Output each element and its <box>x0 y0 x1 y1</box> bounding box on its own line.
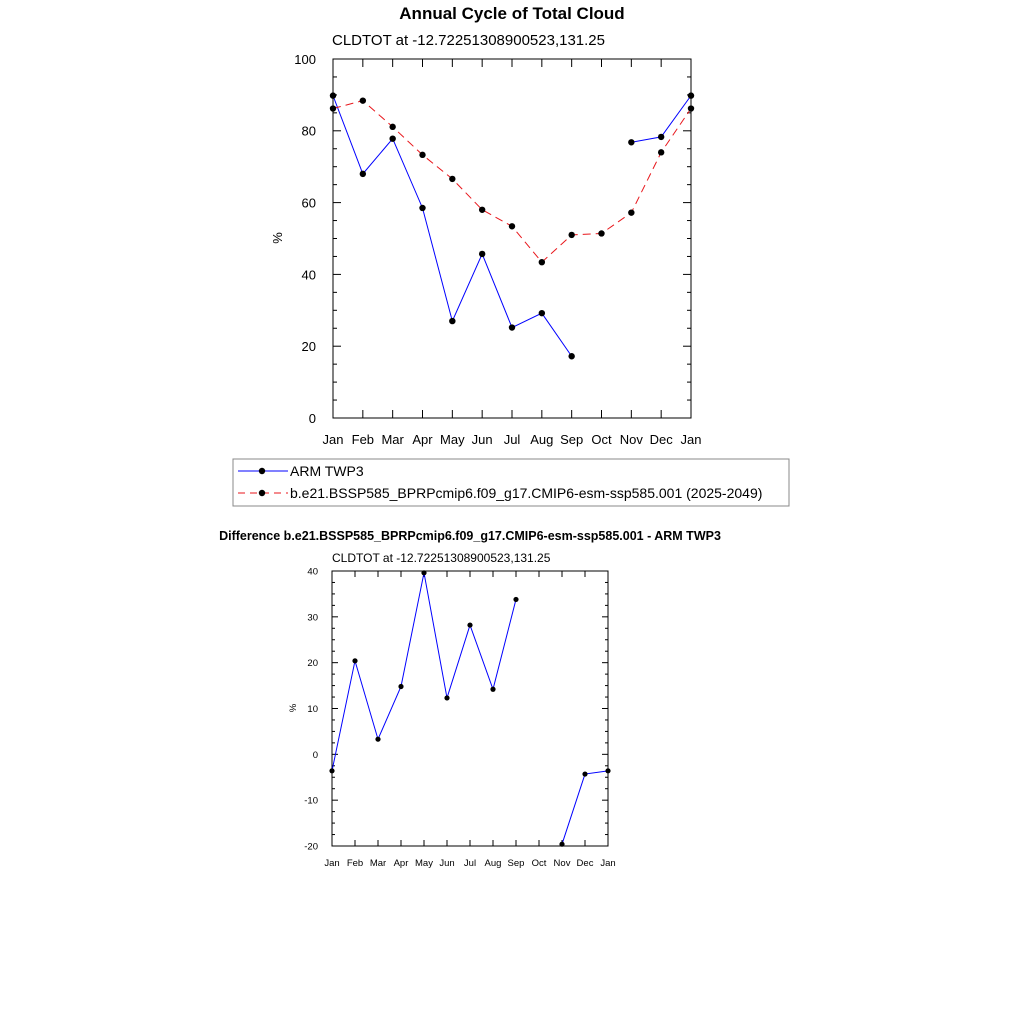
chart1-series-1-point <box>359 97 367 104</box>
chart2-ytick-label: 30 <box>307 612 318 623</box>
chart1-series-1-point <box>687 105 695 112</box>
chart2-xtick-label: Jul <box>464 858 476 869</box>
chart1-series-0-point <box>628 139 635 146</box>
chart1-ytick-label: 40 <box>302 267 316 282</box>
chart2-xtick-label: Mar <box>370 858 386 869</box>
chart2-ytick-label: 20 <box>307 658 318 669</box>
chart2-xtick-label: Oct <box>532 858 547 869</box>
chart1-series-1-point <box>389 123 396 131</box>
chart2-series-0-point <box>398 683 404 690</box>
chart1-xtick-label: Apr <box>412 432 433 447</box>
chart2-series-0-point <box>352 658 358 664</box>
chart2-xtick-label: Jan <box>324 858 339 869</box>
chart2-xtick-label: Jun <box>439 858 454 869</box>
chart1-series-0-line <box>332 95 573 357</box>
chart1-series-0-point <box>538 309 546 317</box>
chart2-xtick-label: Apr <box>394 858 409 869</box>
chart1-series-0-point <box>419 204 426 212</box>
chart2-frame <box>331 570 609 847</box>
chart1-series-1-point <box>568 231 575 239</box>
chart2-plot-area: -20 -10 0 10 20 30 40 Jan Feb Mar Apr May Jun Jul Aug S… <box>304 567 615 870</box>
chart1-ytick-label: 0 <box>309 411 316 426</box>
chart2-xtick-label: May <box>415 858 433 869</box>
chart2-series-0-point <box>467 622 473 628</box>
chart2-ytick-label: -20 <box>304 842 318 853</box>
chart1-xtick-label: Jan <box>681 432 702 447</box>
chart1-ylabel: % <box>270 232 285 244</box>
chart2-series-0-line <box>331 572 517 771</box>
legend-marker-arm <box>258 467 266 475</box>
chart1-series-1-line <box>332 100 692 263</box>
chart1-series-0-point <box>449 317 456 325</box>
chart2-title: Difference b.e21.BSSP585_BPRPcmip6.f09_g… <box>219 529 721 543</box>
chart1-series-1-point <box>419 151 426 159</box>
chart1-xtick-label: Jul <box>504 432 521 447</box>
chart2-xtick-label: Nov <box>554 858 571 869</box>
chart2-series-0-line <box>561 770 609 845</box>
chart2-subtitle: CLDTOT at -12.72251308900523,131.25 <box>332 551 551 565</box>
chart2-xtick-label: Dec <box>577 858 594 869</box>
chart2-ytick-label: 0 <box>313 750 318 761</box>
chart1-xtick-label: Jun <box>472 432 493 447</box>
chart1-xtick-label: Dec <box>650 432 674 447</box>
chart1-series-0-point <box>478 250 486 258</box>
chart1-series-0-point <box>508 324 516 331</box>
chart1-xtick-label: Aug <box>530 432 553 447</box>
chart1-series-1-point <box>329 105 337 112</box>
chart1-series-0-point <box>359 170 367 178</box>
chart2-series-0-point <box>421 570 427 576</box>
chart1-xtick-label: May <box>440 432 465 447</box>
chart1-plot-area: 0 20 40 60 80 100 Jan Feb Mar Apr May Jun Jul Aug Sep O… <box>294 52 701 447</box>
chart1-title: Annual Cycle of Total Cloud <box>399 4 624 23</box>
chart1-xtick-label: Oct <box>591 432 612 447</box>
chart2-ylabel: % <box>288 703 299 712</box>
legend-box <box>232 458 790 507</box>
chart1-series-1-point <box>478 206 486 213</box>
chart2-ytick-label: 40 <box>307 567 318 578</box>
chart2-xtick-label: Jan <box>600 858 615 869</box>
chart1-subtitle: CLDTOT at -12.72251308900523,131.25 <box>332 32 605 49</box>
chart2-series-0-point <box>559 841 565 847</box>
chart1-series-1-point <box>449 175 456 183</box>
chart1-series-0-point <box>687 92 695 99</box>
chart2-xtick-label: Sep <box>508 858 525 869</box>
chart2-xtick-label: Feb <box>347 858 363 869</box>
chart2-series-0-point <box>444 695 450 701</box>
legend-marker-model <box>258 489 266 497</box>
chart1-ytick-label: 80 <box>302 124 316 139</box>
chart1-series-0-point <box>329 92 337 99</box>
chart2-series-0-point <box>513 596 519 603</box>
chart1-xtick-label: Sep <box>560 432 583 447</box>
chart1-ytick-label: 20 <box>302 339 316 354</box>
chart1-series-1-point <box>508 223 516 230</box>
chart1-frame <box>332 58 692 419</box>
chart2-series-0-point <box>375 736 381 742</box>
chart2-ytick-label: 10 <box>307 704 318 715</box>
chart2-xtick-label: Aug <box>485 858 502 869</box>
chart1-xtick-label: Mar <box>381 432 404 447</box>
chart2-series-0-point <box>582 771 588 777</box>
chart1-xtick-label: Jan <box>323 432 344 447</box>
chart2-series-0-point <box>329 768 335 774</box>
chart1-series-0-point <box>568 353 575 360</box>
chart2-ytick-label: -10 <box>304 796 318 807</box>
legend-label-arm: ARM TWP3 <box>290 463 364 479</box>
chart2-series-0-point <box>490 686 496 692</box>
chart1-series-0-point <box>389 135 396 142</box>
chart1-series-1-point <box>628 209 635 216</box>
chart1-series-1-point <box>538 258 546 266</box>
chart1-ytick-label: 60 <box>302 196 316 211</box>
chart1-legend: ARM TWP3 b.e21.BSSP585_BPRPcmip6.f09_g17… <box>232 458 790 507</box>
chart1-series-1-point <box>598 230 605 237</box>
legend-label-model: b.e21.BSSP585_BPRPcmip6.f09_g17.CMIP6-es… <box>290 485 762 501</box>
chart1-series-1-point <box>657 149 665 156</box>
chart1-xtick-label: Feb <box>352 432 374 447</box>
chart1-xtick-label: Nov <box>620 432 644 447</box>
chart2-series-0-point <box>605 768 611 774</box>
chart1-series-0-point <box>657 133 665 141</box>
chart1-ytick-label: 100 <box>294 52 316 67</box>
